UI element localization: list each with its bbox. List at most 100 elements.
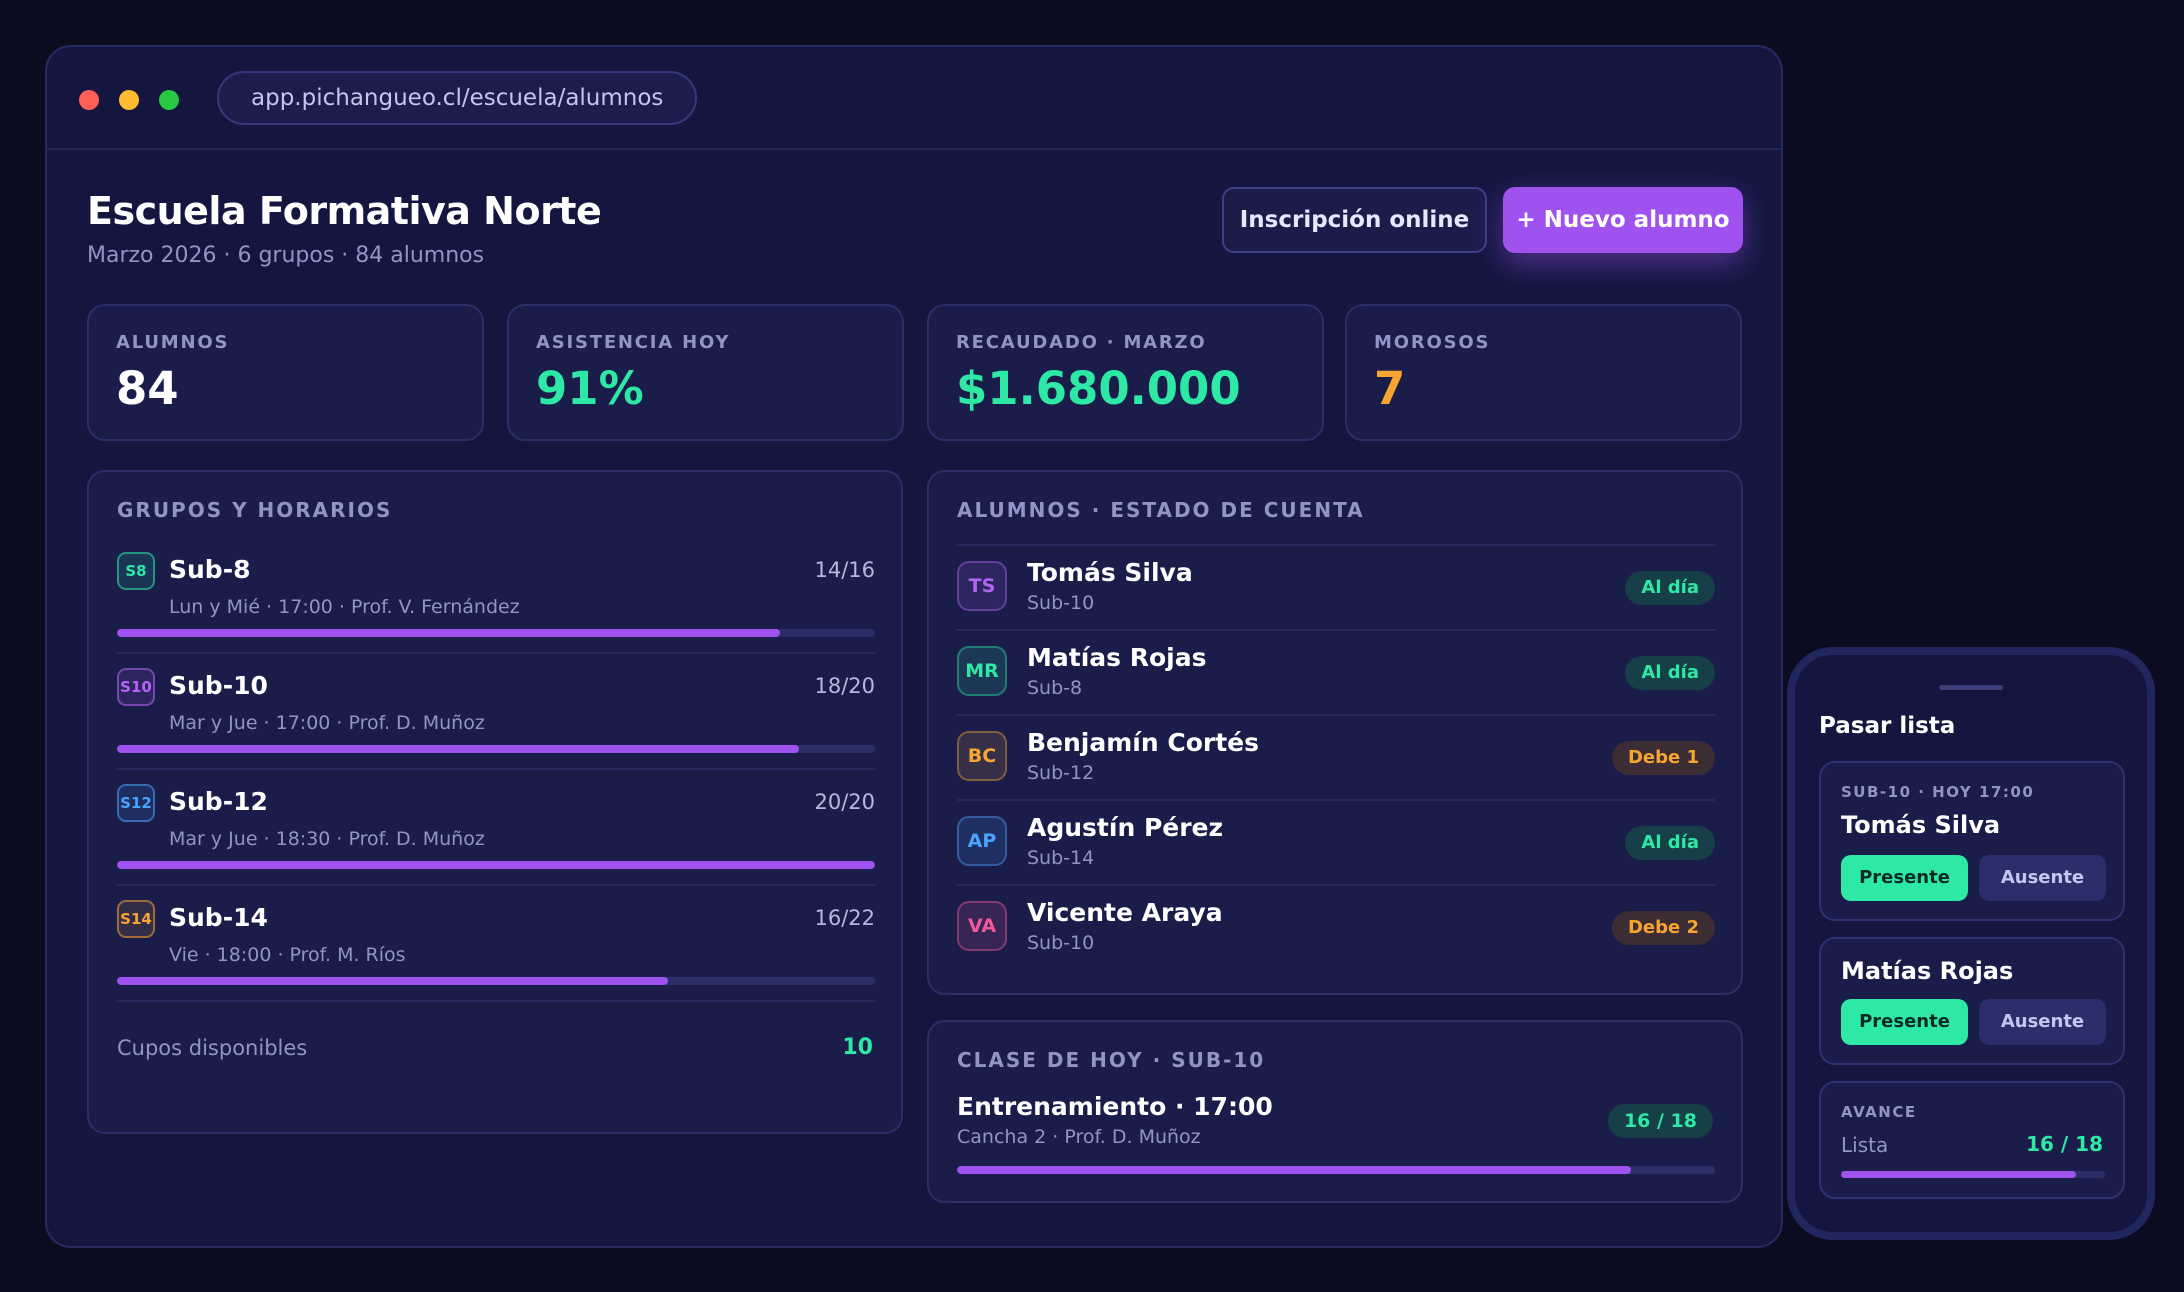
- phone-title: Pasar lista: [1819, 713, 1956, 739]
- students-panel: ALUMNOS · ESTADO DE CUENTA TS Tomás Silva…: [927, 470, 1743, 995]
- attendance-count-badge: 16 / 18: [1607, 1104, 1713, 1138]
- avatar: BC: [957, 731, 1007, 781]
- group-capacity-fill: [117, 629, 781, 637]
- group-capacity-bar: [117, 861, 875, 869]
- divider: [117, 1000, 875, 1002]
- group-schedule: Mar y Jue · 17:00 · Prof. D. Muñoz: [169, 712, 485, 734]
- group-row[interactable]: S10 Sub-10 18/20 Mar y Jue · 17:00 · Prof. …: [117, 668, 875, 782]
- student-row[interactable]: AP Agustín Pérez Sub-14 Al día: [957, 799, 1715, 883]
- absent-button[interactable]: Ausente: [1979, 855, 2106, 901]
- divider: [957, 714, 1715, 716]
- group-row[interactable]: S8 Sub-8 14/16 Lun y Mié · 17:00 · Prof. V.…: [117, 552, 875, 666]
- available-spots-label: Cupos disponibles: [117, 1036, 308, 1060]
- group-capacity-bar: [117, 745, 875, 753]
- avatar: AP: [957, 816, 1007, 866]
- roll-call-card: Matías Rojas Presente Ausente: [1819, 937, 2125, 1065]
- minimize-window-button[interactable]: [119, 90, 139, 110]
- roll-call-progress-fill: [1841, 1171, 2076, 1178]
- available-spots-value: 10: [842, 1035, 873, 1060]
- progress-meta: AVANCE: [1841, 1103, 1917, 1121]
- divider: [117, 768, 875, 770]
- student-group: Sub-14: [1027, 847, 1095, 869]
- divider: [117, 884, 875, 886]
- group-capacity-bar: [117, 977, 875, 985]
- student-row[interactable]: MR Matías Rojas Sub-8 Al día: [957, 629, 1715, 713]
- class-title: Entrenamiento · 17:00: [957, 1092, 1273, 1121]
- class-location: Cancha 2 · Prof. D. Muñoz: [957, 1126, 1201, 1148]
- progress-card: AVANCE Lista 16 / 18: [1819, 1081, 2125, 1199]
- stat-label: ALUMNOS: [116, 332, 230, 353]
- group-row[interactable]: S14 Sub-14 16/22 Vie · 18:00 · Prof. M. Río…: [117, 900, 875, 1014]
- browser-window: app.pichangueo.cl/escuela/alumnos Escuel…: [45, 45, 1783, 1248]
- avatar: TS: [957, 561, 1007, 611]
- student-group: Sub-10: [1027, 592, 1095, 614]
- present-button[interactable]: Presente: [1841, 855, 1968, 901]
- student-row[interactable]: BC Benjamín Cortés Sub-12 Debe 1: [957, 714, 1715, 798]
- account-status-badge: Al día: [1625, 571, 1715, 605]
- group-schedule: Lun y Mié · 17:00 · Prof. V. Fernández: [169, 596, 520, 618]
- stat-card-attendance: ASISTENCIA HOY 91%: [507, 304, 904, 441]
- progress-value: 16 / 18: [2026, 1132, 2103, 1156]
- browser-titlebar: app.pichangueo.cl/escuela/alumnos: [47, 47, 1781, 150]
- account-status-badge: Debe 2: [1611, 911, 1715, 945]
- group-badge: S10: [117, 668, 155, 706]
- student-name: Tomás Silva: [1027, 558, 1193, 587]
- phone-notch: [1939, 685, 2003, 690]
- divider: [957, 799, 1715, 801]
- group-name: Sub-14: [169, 903, 268, 932]
- panel-title: CLASE DE HOY · SUB-10: [957, 1048, 1266, 1072]
- page-title: Escuela Formativa Norte: [87, 189, 602, 233]
- absent-button[interactable]: Ausente: [1979, 999, 2106, 1045]
- close-window-button[interactable]: [79, 90, 99, 110]
- divider: [117, 652, 875, 654]
- roll-call-progress-bar: [1841, 1171, 2105, 1178]
- student-group: Sub-8: [1027, 677, 1083, 699]
- group-schedule: Mar y Jue · 18:30 · Prof. D. Muñoz: [169, 828, 485, 850]
- stat-label: ASISTENCIA HOY: [536, 332, 731, 353]
- group-name: Sub-12: [169, 787, 268, 816]
- group-row[interactable]: S12 Sub-12 20/20 Mar y Jue · 18:30 · Prof. …: [117, 784, 875, 898]
- group-badge: S12: [117, 784, 155, 822]
- online-enrollment-button[interactable]: Inscripción online: [1222, 187, 1487, 253]
- stat-label: RECAUDADO · MARZO: [956, 332, 1207, 353]
- attendance-progress-bar: [957, 1166, 1715, 1174]
- maximize-window-button[interactable]: [159, 90, 179, 110]
- account-status-badge: Debe 1: [1611, 741, 1715, 775]
- student-name: Benjamín Cortés: [1027, 728, 1260, 757]
- divider: [957, 884, 1715, 886]
- student-row[interactable]: TS Tomás Silva Sub-10 Al día: [957, 544, 1715, 628]
- group-schedule: Vie · 18:00 · Prof. M. Ríos: [169, 944, 406, 966]
- divider: [957, 544, 1715, 546]
- student-name: Agustín Pérez: [1027, 813, 1224, 842]
- roll-call-student-name: Tomás Silva: [1841, 811, 2001, 839]
- group-name: Sub-8: [169, 555, 251, 584]
- group-capacity-fill: [117, 977, 669, 985]
- student-name: Matías Rojas: [1027, 643, 1207, 672]
- page-subtitle: Marzo 2026 · 6 grupos · 84 alumnos: [87, 243, 485, 268]
- panel-title: GRUPOS Y HORARIOS: [117, 498, 393, 522]
- progress-label: Lista: [1841, 1133, 1889, 1157]
- group-count: 14/16: [814, 558, 875, 582]
- address-bar[interactable]: app.pichangueo.cl/escuela/alumnos: [217, 71, 698, 125]
- group-name: Sub-10: [169, 671, 268, 700]
- stat-card-debtors: MOROSOS 7: [1345, 304, 1742, 441]
- group-badge: S14: [117, 900, 155, 938]
- avatar: VA: [957, 901, 1007, 951]
- student-row[interactable]: VA Vicente Araya Sub-10 Debe 2: [957, 884, 1715, 968]
- group-capacity-fill: [117, 861, 875, 869]
- stat-value: $1.680.000: [956, 362, 1241, 415]
- groups-panel: GRUPOS Y HORARIOS S8 Sub-8 14/16 Lun y Mié …: [87, 470, 903, 1134]
- avatar: MR: [957, 646, 1007, 696]
- group-count: 18/20: [814, 674, 875, 698]
- account-status-badge: Al día: [1625, 826, 1715, 860]
- student-group: Sub-10: [1027, 932, 1095, 954]
- stat-value: 84: [116, 362, 179, 415]
- new-student-button[interactable]: + Nuevo alumno: [1503, 187, 1743, 253]
- stat-label: MOROSOS: [1374, 332, 1491, 353]
- student-name: Vicente Araya: [1027, 898, 1223, 927]
- roll-call-card: SUB-10 · HOY 17:00 Tomás Silva Presente …: [1819, 761, 2125, 921]
- account-status-badge: Al día: [1625, 656, 1715, 690]
- phone-mockup: Pasar lista SUB-10 · HOY 17:00 Tomás Sil…: [1787, 647, 2155, 1240]
- present-button[interactable]: Presente: [1841, 999, 1968, 1045]
- stat-value: 7: [1374, 362, 1406, 415]
